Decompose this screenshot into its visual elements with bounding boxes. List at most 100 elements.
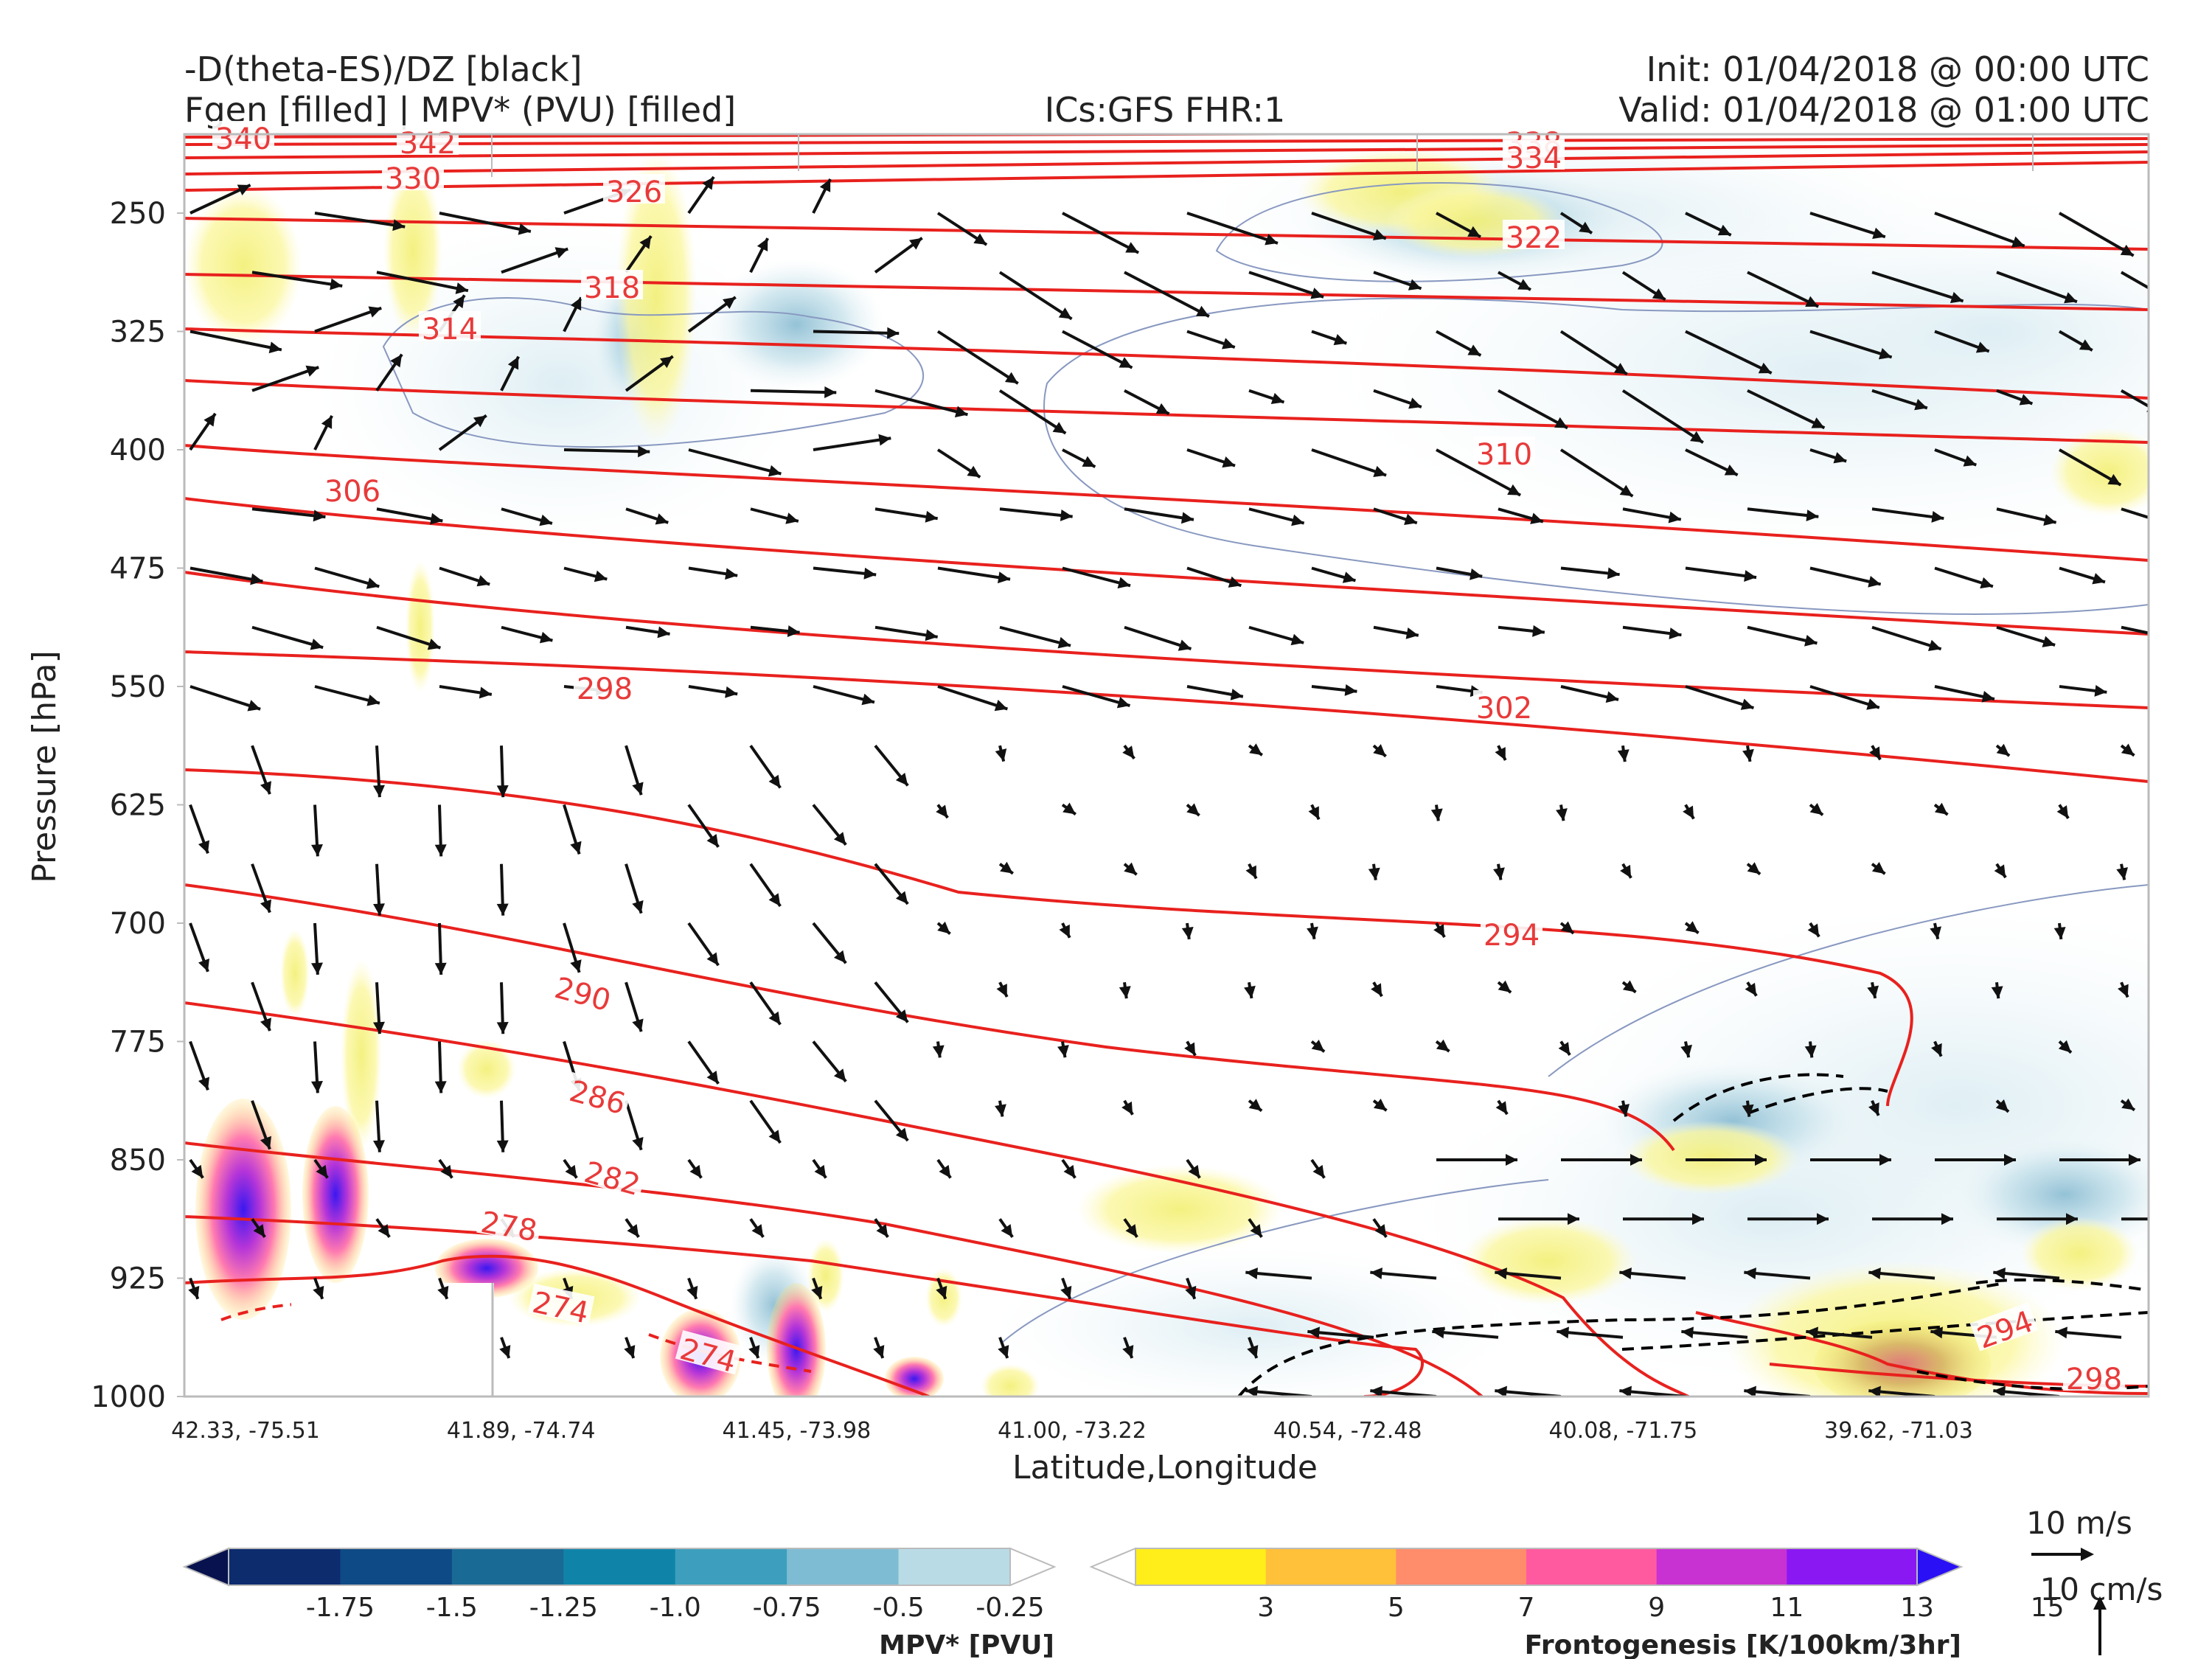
wind-vector-head [539,514,552,526]
theta-e-label: 294 [1969,1302,2039,1356]
wind-vector-head [2158,290,2171,301]
wind-vector-head [310,639,324,650]
wind-vector [251,271,343,288]
theta-e-label-text: 340 [215,122,271,156]
colorbar-tick: 11 [1770,1593,1804,1623]
wind-vector-head [1467,226,1481,237]
wind-vector [938,1396,940,1397]
wind-vector-head [1125,242,1139,253]
wind-vector [1062,212,1140,254]
wind-vector-head [996,984,1007,997]
wind-vector-head [570,297,582,311]
wind-vector-head [305,365,319,377]
wind-vector-head [785,512,799,524]
wind-vector-head [570,841,582,855]
wind-vector [1187,1396,1189,1397]
wind-vector-head [2191,1213,2202,1225]
wind-vector-head [1195,305,1209,317]
wind-vector-head [936,804,948,818]
wind-vector-head [659,356,673,369]
x-tick-label: 42.33, -75.51 [171,1418,320,1444]
wind-vector-head [811,1404,822,1417]
theta-e-label: 302 [1473,690,1535,726]
wind-vector-head [824,386,837,398]
wind-vector [1809,685,1880,709]
wind-vector [189,330,282,352]
wind-vector-head [1493,867,1505,880]
wind-vector-head [873,1345,885,1358]
wind-vector-head [1186,803,1200,815]
wind-vector-head [1724,465,1738,476]
colorbar-swatch [1656,1548,1788,1585]
wind-vector-head [895,773,908,786]
wind-vector-head [390,354,403,368]
wind-vector-head [1060,1404,1071,1417]
wind-vector-head [1809,803,1823,815]
wind-vector-head [1307,1326,1320,1339]
wind-vector-head [2129,1154,2140,1166]
wind-vector-head [1155,403,1169,414]
wind-vector-head [768,1011,781,1025]
wind-vector-head [437,1404,448,1417]
wind-vector [998,389,1067,435]
wind-vector-head [1057,636,1071,649]
wind-vector [1248,271,1324,299]
wind-vector-head [1001,1224,1013,1237]
wind-vector-head [1758,362,1772,374]
wind-vector-head [1000,861,1013,874]
wind-vector-head [507,356,519,370]
wind-vector-head [1619,484,1633,497]
wind-vector-head [686,1404,698,1417]
wind-vector [1871,625,1942,651]
wind-vector [813,437,891,451]
wind-vector [251,507,326,519]
wind-vector [1559,330,1628,376]
wind-vector-head [748,1345,760,1358]
wind-vector-head [751,1224,764,1237]
wind-vector-head [1804,635,1818,647]
wind-vector-head [819,178,831,192]
wind-vector-head [1059,924,1070,938]
wind-vector-head [1755,1154,1767,1166]
wind-vector-head [2079,339,2093,351]
wind-vector-head [1717,224,1731,236]
theta-e-label-text: 294 [1484,919,1540,953]
wind-vector-head [496,785,509,798]
wind-vector-head [1124,862,1137,875]
wind-vector-head [2055,1326,2067,1339]
wind-vector-head [268,341,282,354]
mpv-colorbar: -1.75 -1.5 -1.25 -1.0 -0.75 -0.5 -0.25 [182,1547,1057,1623]
wind-vector-head [814,1164,827,1178]
theta-e-label-text: 302 [1476,692,1532,726]
wind-vector-head [1620,864,1632,878]
wind-vector-head [1805,296,1819,307]
colorbar-tick: -1.75 [306,1593,375,1623]
wind-vector-head [936,1285,947,1299]
wind-vector-head [1941,1213,1953,1225]
wind-vector-head [998,1345,1009,1358]
wind-vector-head [1878,348,1892,360]
wind-vector-head [1833,452,1847,464]
wind-vector-head [1963,455,1977,467]
wind-vector [1871,507,1944,521]
wind-vector-head [1060,509,1073,521]
wind-vector-head [725,686,738,698]
theta-e-label: 310 [1473,437,1535,472]
wind-vector [999,507,1073,518]
wind-vector-head [1568,1213,1579,1225]
wind-vector-head [1342,571,1356,583]
wind-vector-head [2120,244,2134,256]
wind-vector-head [378,1224,390,1237]
wind-vector-head [811,1285,823,1299]
wind-vector-head [1669,627,1682,640]
colorbar-swatch [1265,1548,1397,1585]
wind-vector-head [260,781,271,795]
wind-vector-head [2155,629,2168,641]
colorbar-extend-low [1089,1547,1136,1587]
mpv-colorbar-title: MPV* [PVU] [879,1630,1054,1659]
wind-vector-head [1185,1404,1196,1417]
wind-vector-head [995,748,1007,762]
terrain-mask [291,1283,494,1397]
theta-e-label: 322 [1503,220,1565,255]
wind-vector-head [2042,636,2056,647]
